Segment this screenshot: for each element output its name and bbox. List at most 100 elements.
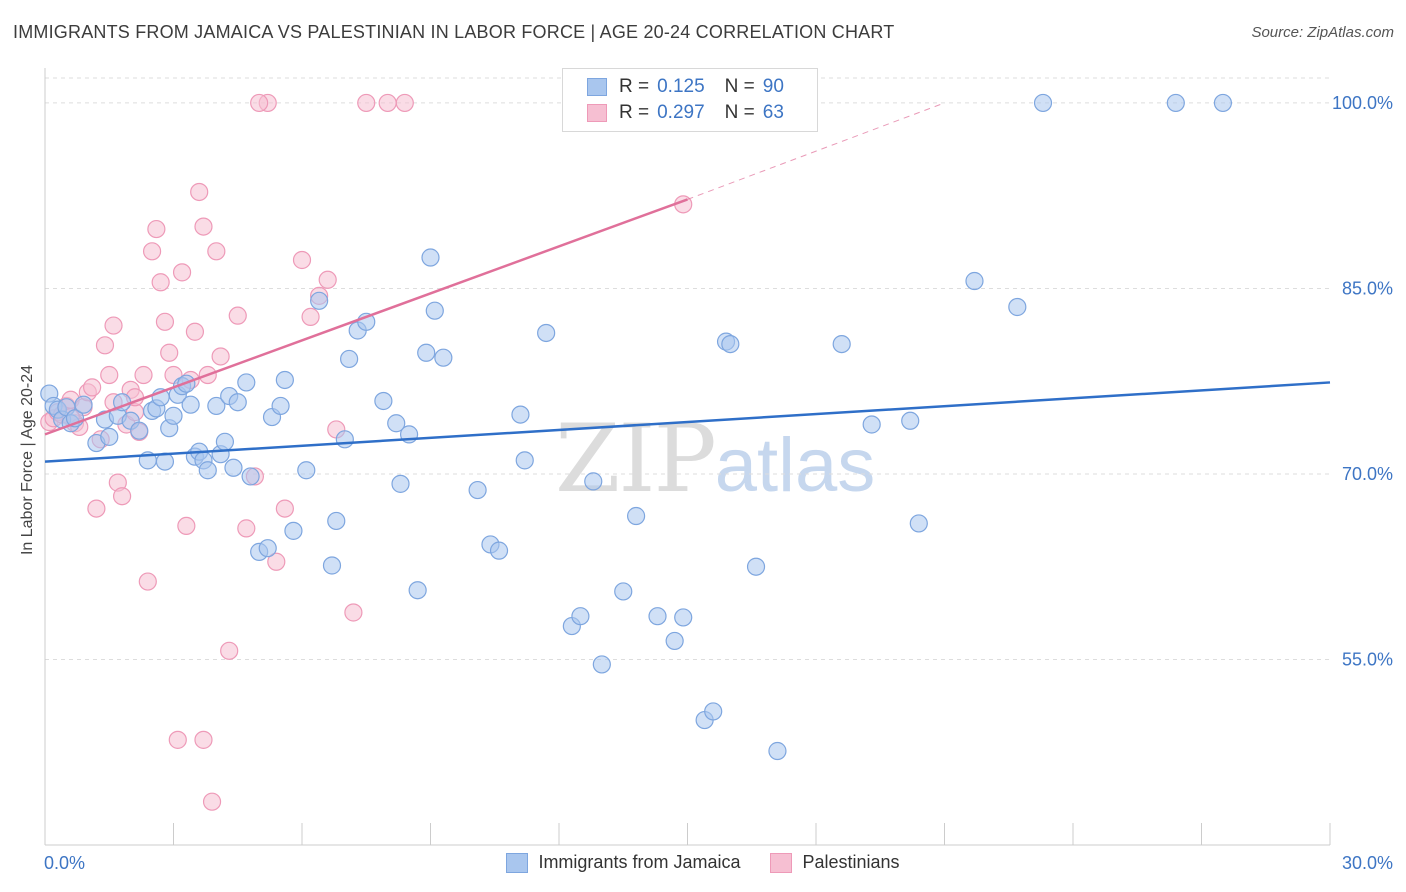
jamaica-point — [1033, 93, 1053, 113]
jamaica-trend-line — [44, 381, 1331, 463]
palestinian-point — [147, 219, 166, 239]
jamaica-point — [100, 427, 119, 446]
jamaica-point — [164, 406, 183, 425]
jamaica-point — [571, 607, 590, 626]
r-value-jamaica: 0.125 — [657, 76, 705, 97]
jamaica-point — [327, 511, 346, 531]
jamaica-point — [387, 414, 406, 433]
jamaica-point — [284, 521, 303, 540]
jamaica-point — [224, 458, 243, 477]
jamaica-point — [489, 541, 509, 560]
palestinian-point — [318, 270, 337, 289]
palestinian-point — [160, 343, 179, 362]
palestinian-point — [177, 516, 196, 536]
jamaica-point — [237, 373, 256, 392]
y-tick-label: 70.0% — [1342, 464, 1393, 484]
palestinian-point — [344, 603, 363, 622]
palestinian-point — [378, 93, 397, 113]
jamaica-point — [421, 248, 440, 267]
palestinian-point — [292, 250, 312, 270]
legend-row-jamaica: R = 0.125 N = 90 — [587, 74, 784, 100]
legend-item-palestinians[interactable]: Palestinians — [770, 852, 900, 873]
palestinian-point — [275, 499, 294, 518]
palestinian-trend-line — [44, 198, 688, 436]
palestinian-point — [172, 263, 192, 282]
palestinian-point — [100, 365, 119, 385]
palestinian-point — [194, 217, 213, 236]
palestinian-point — [142, 242, 162, 261]
jamaica-point — [665, 631, 684, 651]
jamaica-point — [275, 370, 294, 390]
jamaica-point — [215, 432, 234, 451]
jamaica-point — [511, 405, 530, 424]
jamaica-point — [965, 271, 984, 291]
jamaica-point — [614, 582, 633, 601]
jamaica-point — [425, 301, 444, 320]
watermark-zip: ZIP — [555, 405, 717, 514]
y-tick-label: 55.0% — [1342, 649, 1393, 669]
palestinian-legend-swatch — [770, 852, 793, 873]
n-label: N = — [724, 102, 755, 123]
palestinian-swatch — [587, 104, 607, 122]
jamaica-point — [515, 451, 534, 470]
palestinian-point — [112, 487, 132, 506]
n-value-palestinian: 63 — [762, 102, 784, 123]
jamaica-point — [130, 421, 149, 440]
jamaica-point — [1166, 93, 1185, 113]
palestinian-point — [301, 307, 320, 326]
source-label: Source: ZipAtlas.com — [1251, 24, 1394, 41]
stats-legend: R = 0.125 N = 90 R = 0.297 N = 63 — [562, 68, 818, 132]
legend-row-palestinian: R = 0.297 N = 63 — [587, 100, 784, 126]
jamaica-point — [1008, 297, 1027, 317]
palestinian-point — [211, 347, 230, 366]
jamaica-point — [271, 396, 290, 416]
jamaica-point — [746, 557, 766, 576]
jamaica-point — [241, 467, 260, 486]
palestinian-point — [155, 312, 175, 331]
jamaica-point — [374, 391, 393, 411]
palestinian-point — [151, 273, 170, 292]
jamaica-point — [258, 539, 277, 558]
jamaica-point — [207, 396, 226, 416]
n-label: N = — [724, 76, 755, 97]
x-tick-label-max: 30.0% — [1342, 853, 1393, 873]
palestinian-point — [190, 182, 209, 202]
palestinian-point — [357, 93, 376, 113]
chart-title: IMMIGRANTS FROM JAMAICA VS PALESTINIAN I… — [13, 22, 895, 42]
jamaica-point — [626, 506, 646, 526]
jamaica-point — [468, 480, 487, 500]
jamaica-point — [391, 474, 410, 493]
r-label: R = — [619, 76, 650, 97]
palestinian-point — [134, 365, 153, 385]
palestinian-point — [250, 93, 269, 113]
jamaica-point — [434, 348, 453, 367]
y-axis-label: In Labor Force | Age 20-24 — [19, 364, 36, 556]
legend-item-jamaica[interactable]: Immigrants from Jamaica — [506, 852, 740, 873]
x-tick-label-min: 0.0% — [44, 853, 85, 873]
jamaica-point — [340, 349, 359, 369]
y-tick-label: 100.0% — [1332, 93, 1393, 113]
jamaica-point — [1213, 93, 1233, 113]
palestinian-point — [185, 322, 205, 341]
jamaica-point — [335, 430, 354, 449]
jamaica-point — [909, 514, 928, 533]
legend-label-jamaica: Immigrants from Jamaica — [538, 852, 741, 872]
palestinian-point — [228, 306, 247, 325]
r-value-palestinian: 0.297 — [657, 102, 705, 123]
jamaica-point — [74, 395, 93, 414]
jamaica-point — [322, 556, 342, 575]
palestinian-trend-extension — [687, 102, 945, 200]
palestinian-point — [207, 242, 226, 261]
jamaica-swatch — [587, 78, 607, 96]
jamaica-point — [198, 461, 217, 480]
palestinian-point — [220, 641, 239, 660]
jamaica-point — [408, 581, 427, 600]
y-tick-label: 85.0% — [1342, 278, 1393, 298]
jamaica-point — [768, 741, 787, 761]
jamaica-legend-swatch — [506, 852, 529, 873]
jamaica-point — [674, 608, 693, 627]
jamaica-point — [297, 461, 316, 480]
jamaica-point — [584, 472, 603, 491]
palestinian-point — [194, 730, 213, 749]
